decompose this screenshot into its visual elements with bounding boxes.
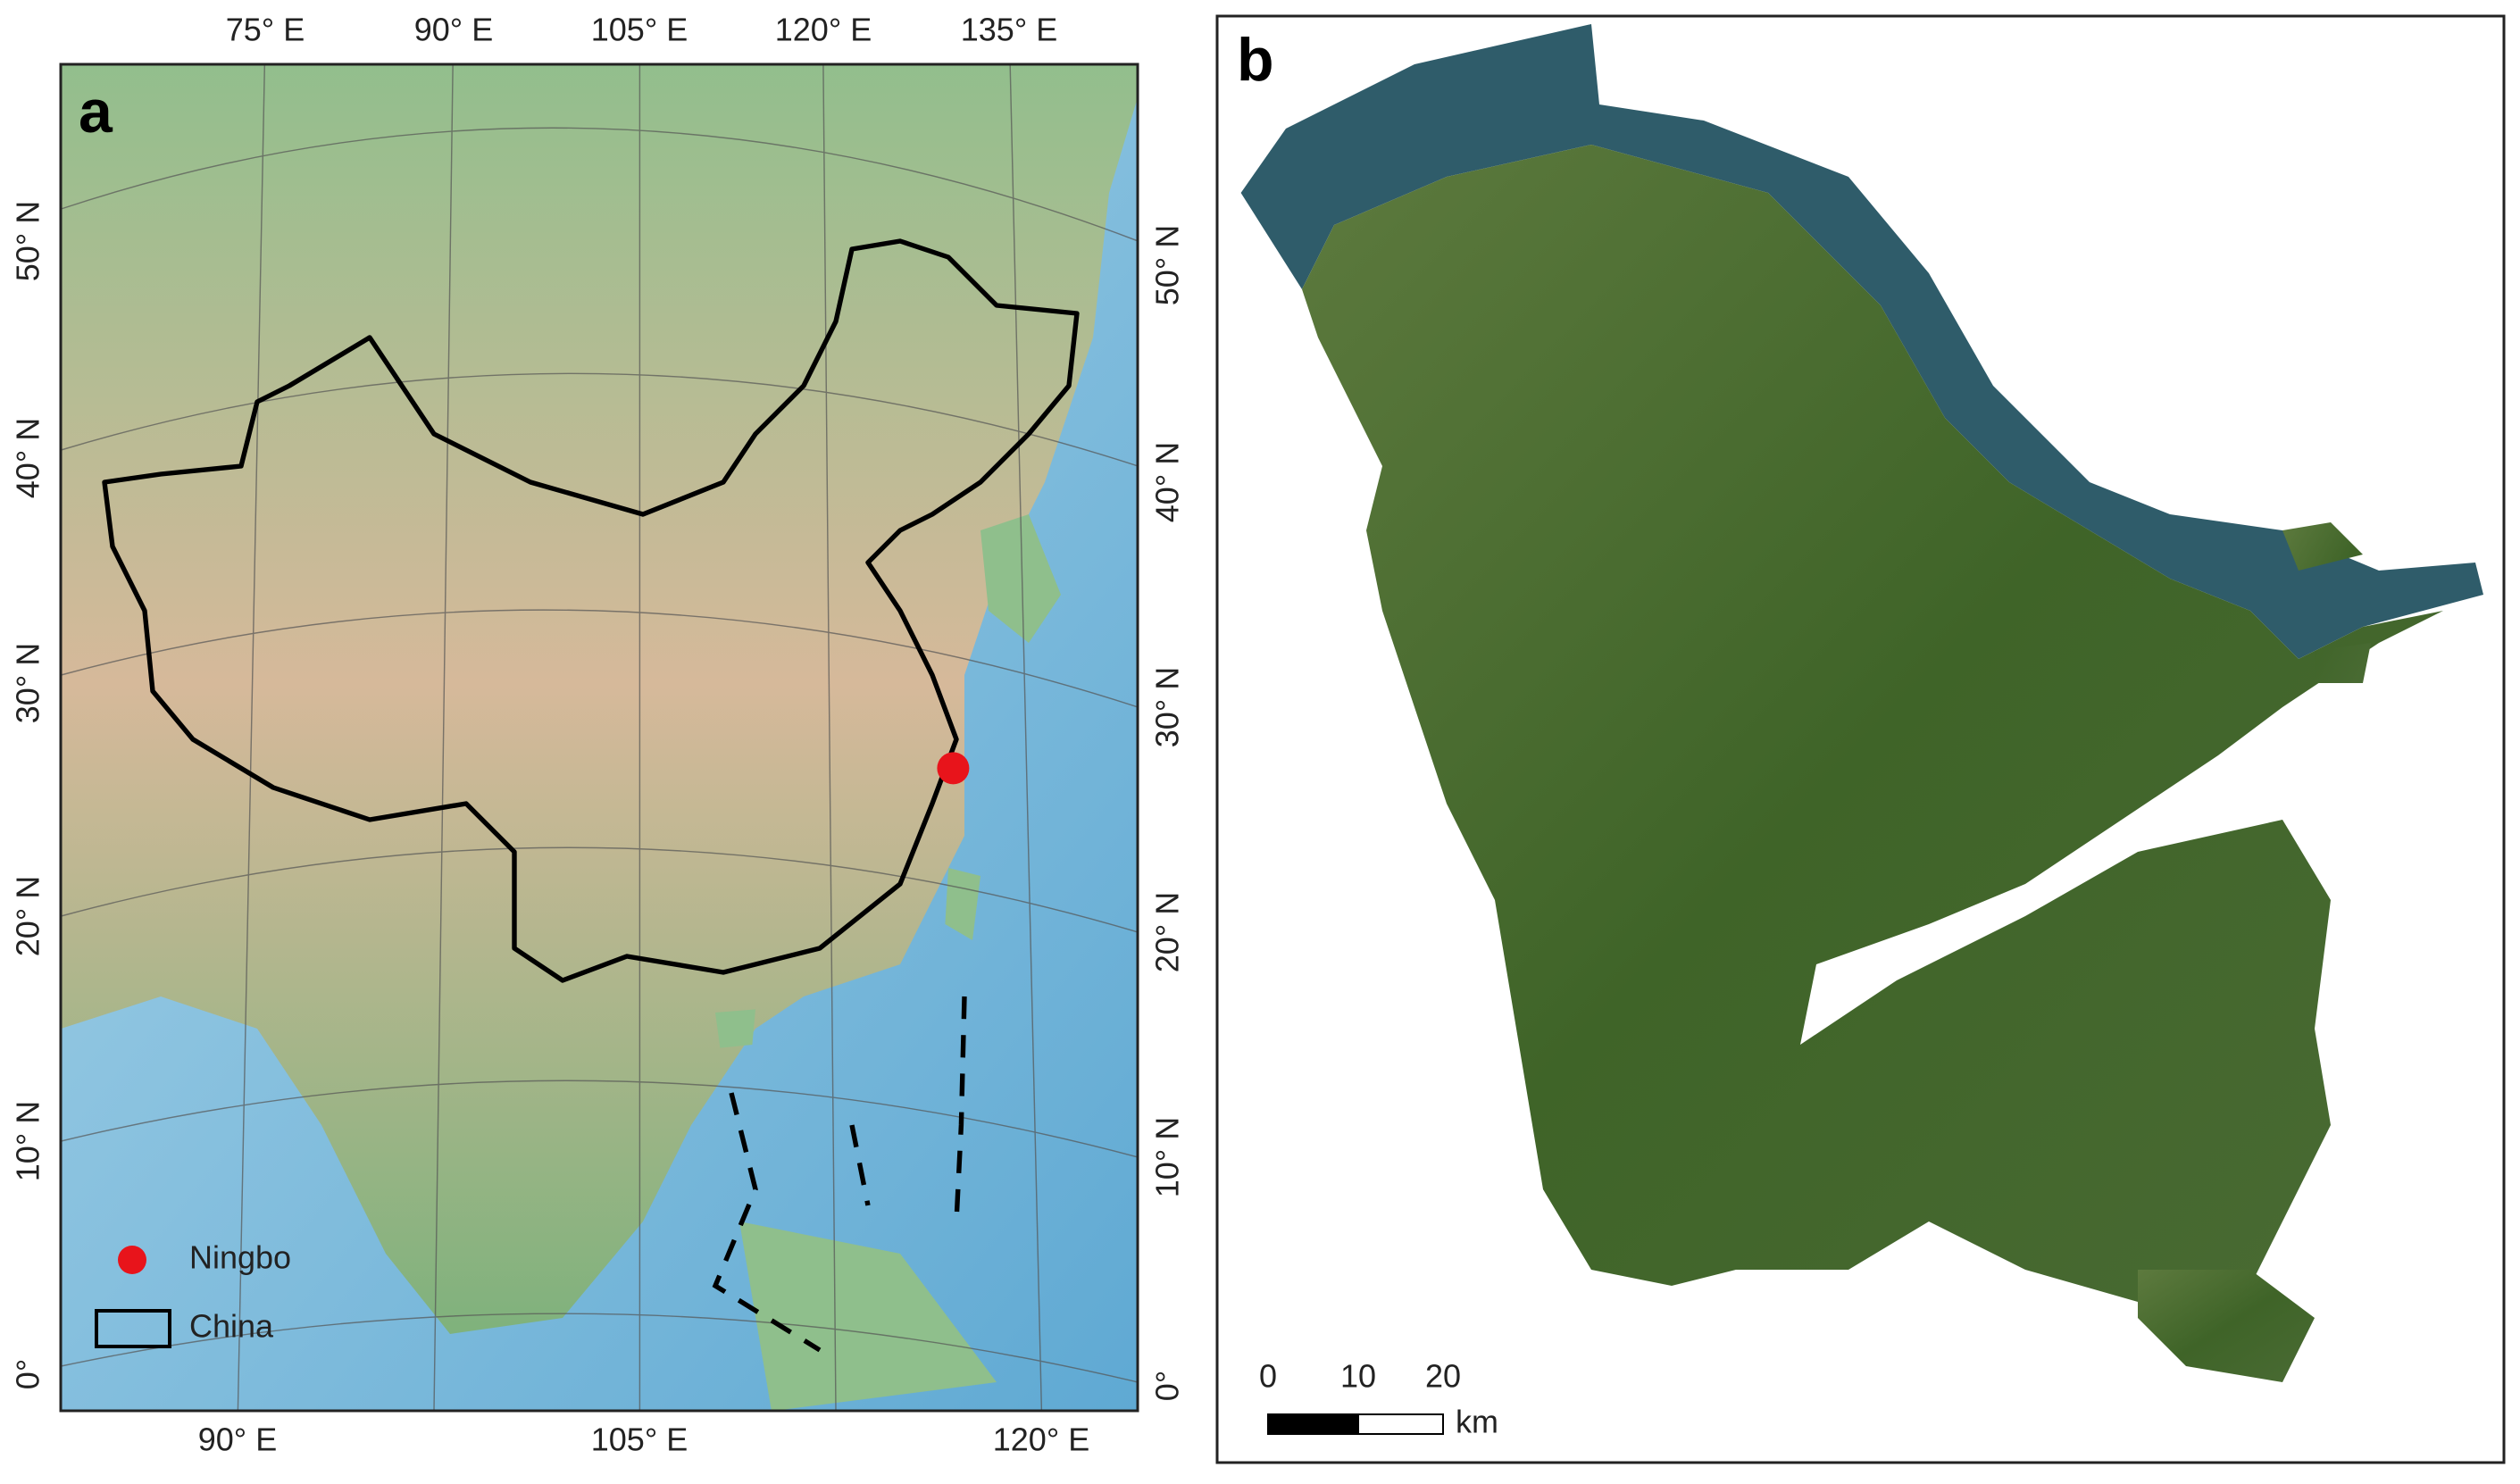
latitude-label: 20° N	[1149, 892, 1186, 972]
latitude-label: 10° N	[1149, 1117, 1186, 1197]
latitude-label: 20° N	[10, 876, 46, 956]
latitude-label: 30° N	[10, 643, 46, 723]
korea	[980, 514, 1061, 643]
longitude-label: 120° E	[775, 12, 872, 48]
legend-symbol	[95, 1309, 171, 1348]
latitude-label: 40° N	[10, 418, 46, 498]
latitude-label: 50° N	[10, 201, 46, 281]
longitude-label: 105° E	[591, 12, 688, 48]
scale-bar	[1357, 1413, 1444, 1435]
ningbo-region	[1302, 145, 2443, 1334]
latitude-label: 50° N	[1149, 225, 1186, 305]
scale-bar-label: 20	[1425, 1358, 1461, 1395]
legend-label: Ningbo	[189, 1239, 291, 1276]
land	[61, 64, 1138, 1334]
overview-map	[61, 64, 1138, 1411]
china-outline	[102, 238, 1080, 983]
sea-area	[1240, 24, 2483, 659]
panel-label: b	[1237, 26, 1274, 94]
latitude-label: 0°	[1149, 1371, 1186, 1401]
borneo	[738, 1221, 997, 1411]
latitude-label: 10° N	[10, 1101, 46, 1181]
scale-bar-unit: km	[1456, 1404, 1498, 1440]
graticule	[61, 64, 1138, 1411]
scale-bar	[1267, 1413, 1359, 1435]
longitude-label: 105° E	[591, 1421, 688, 1458]
ningbo-marker	[937, 752, 970, 785]
longitude-label: 90° E	[198, 1421, 277, 1458]
island	[2138, 1270, 2315, 1382]
legend-symbol	[118, 1246, 146, 1274]
scale-bar-label: 0	[1259, 1358, 1277, 1395]
latitude-label: 0°	[10, 1359, 46, 1389]
legend-label: China	[189, 1308, 274, 1345]
longitude-label: 135° E	[961, 12, 1057, 48]
island	[2282, 522, 2371, 683]
hainan	[715, 1009, 755, 1048]
longitude-label: 120° E	[993, 1421, 1089, 1458]
dashed-boundary	[712, 996, 967, 1353]
satellite-map	[1240, 24, 2483, 1382]
panel-label: a	[79, 78, 113, 146]
longitude-label: 75° E	[226, 12, 305, 48]
panel-a-frame	[59, 63, 1139, 1413]
longitude-label: 90° E	[414, 12, 493, 48]
latitude-label: 40° N	[1149, 442, 1186, 522]
latitude-label: 30° N	[1149, 667, 1186, 747]
scale-bar-label: 10	[1340, 1358, 1376, 1395]
